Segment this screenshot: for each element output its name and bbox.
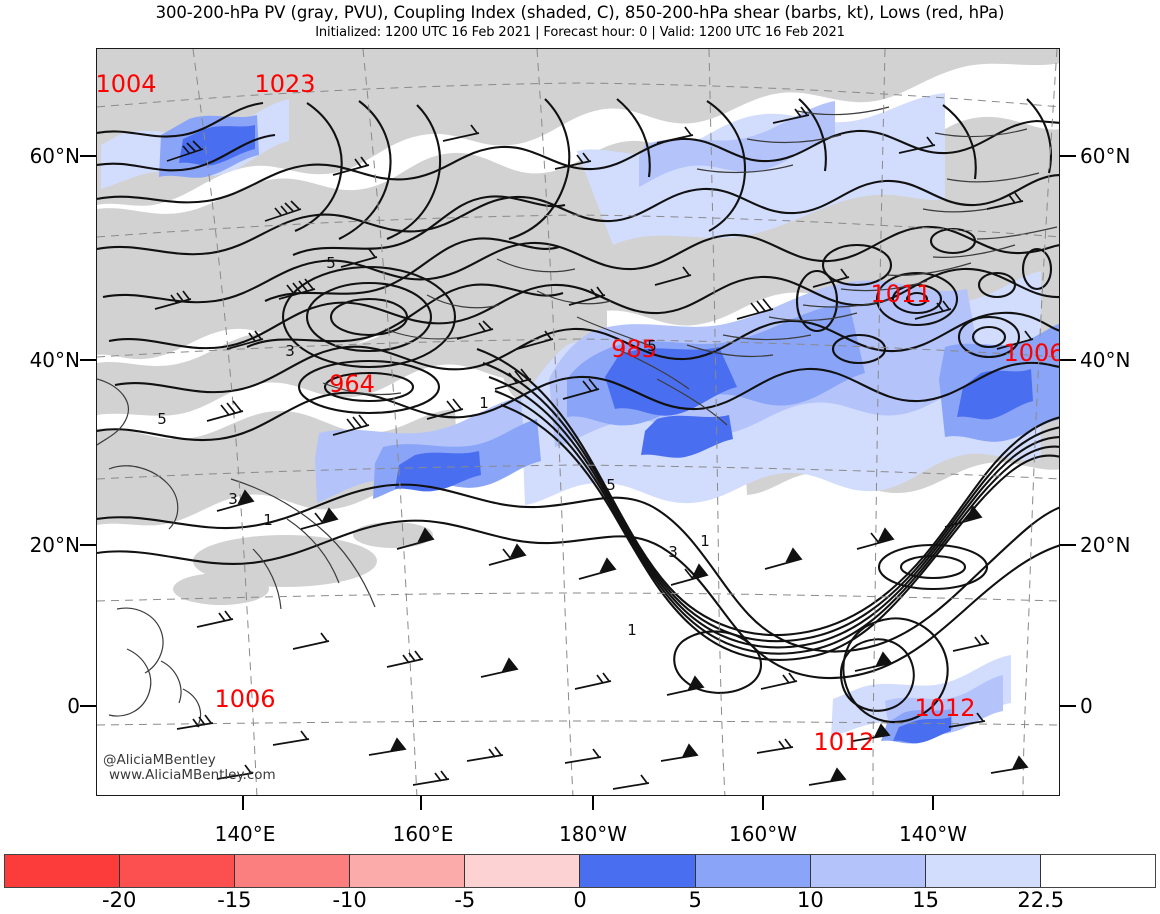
pv-contour-label-5-c: 5: [606, 476, 616, 494]
ci-shading-band-0-5: [179, 125, 1033, 744]
colorbar-tick-0: 0: [573, 888, 587, 912]
pv-contour-label-3-a: 3: [285, 342, 295, 360]
map-canvas: [97, 49, 1059, 795]
pv-contour-label-3-c: 3: [668, 543, 678, 561]
colorbar-strip[interactable]: [4, 854, 1156, 888]
low-label-1012-e: 1012: [914, 694, 976, 722]
lat-label-left-20N: 20°N: [29, 533, 80, 557]
pv-contour-label-5-a: 5: [326, 254, 336, 272]
colorbar-tick-15: 15: [912, 888, 939, 912]
colorbar-cell-1[interactable]: [120, 855, 236, 887]
colorbar-cell-7[interactable]: [810, 855, 926, 887]
pv-contour-label-1-b: 1: [263, 511, 273, 529]
pv-contours: [97, 98, 1059, 724]
map-plot-area[interactable]: 1004 1023 1011 1006 985 964 1006 1012 10…: [96, 48, 1060, 796]
page-subtitle: Initialized: 1200 UTC 16 Feb 2021 | Fore…: [315, 25, 845, 40]
lat-label-right-20N: 20°N: [1080, 533, 1131, 557]
tick-bottom-160W: [762, 796, 764, 810]
colorbar-tick--10: -10: [332, 888, 367, 912]
graticule: [97, 49, 1059, 795]
colorbar-tick--15: -15: [217, 888, 252, 912]
tick-left-60N: [80, 155, 96, 157]
low-label-1011: 1011: [870, 280, 932, 308]
pv-contour-label-5-d: 5: [647, 337, 657, 355]
watermark-site: www.AliciaMBentley.com: [109, 767, 276, 783]
colorbar-cell-6[interactable]: [695, 855, 811, 887]
tick-left-40N: [80, 359, 96, 361]
colorbar[interactable]: [4, 854, 1156, 888]
tick-bottom-140E: [242, 796, 244, 810]
colorbar-cell-4[interactable]: [465, 855, 581, 887]
colorbar-tick--5: -5: [454, 888, 476, 912]
lat-label-left-0: 0: [67, 694, 80, 718]
colorbar-cell-9[interactable]: [1040, 855, 1155, 887]
lon-label-180W: 180°W: [559, 822, 627, 846]
tick-right-0: [1060, 705, 1076, 707]
lat-label-right-40N: 40°N: [1080, 348, 1131, 372]
tick-bottom-160E: [420, 796, 422, 810]
watermark-handle: @AliciaMBentley: [103, 752, 216, 768]
low-label-1012-s: 1012: [813, 728, 875, 756]
colorbar-cell-0[interactable]: [5, 855, 121, 887]
low-label-985: 985: [611, 335, 657, 363]
low-label-964: 964: [329, 370, 375, 398]
pv-contour-label-3-b: 3: [228, 490, 238, 508]
lat-label-left-60N: 60°N: [29, 144, 80, 168]
lon-label-140W: 140°W: [899, 822, 967, 846]
lat-label-right-0: 0: [1080, 694, 1093, 718]
lon-label-160W: 160°W: [729, 822, 797, 846]
tick-bottom-180W: [592, 796, 594, 810]
low-label-1023: 1023: [254, 70, 316, 98]
tick-right-40N: [1060, 359, 1076, 361]
coastlines: [97, 106, 1058, 728]
tick-bottom-140W: [932, 796, 934, 810]
tick-left-20N: [80, 544, 96, 546]
low-label-1006-sw: 1006: [214, 685, 276, 713]
wind-barbs: [154, 106, 1034, 790]
tick-right-20N: [1060, 544, 1076, 546]
lat-label-right-60N: 60°N: [1080, 144, 1131, 168]
lon-label-160E: 160°E: [392, 822, 454, 846]
lon-label-140E: 140°E: [214, 822, 276, 846]
pv-contour-label-1-c: 1: [700, 532, 710, 550]
pv-contour-label-1-a: 1: [479, 394, 489, 412]
colorbar-tick-5: 5: [688, 888, 702, 912]
page-title: 300-200-hPa PV (gray, PVU), Coupling Ind…: [155, 3, 1005, 22]
pv-contour-label-1-d: 1: [627, 621, 637, 639]
lat-label-left-40N: 40°N: [29, 348, 80, 372]
colorbar-tick-labels: -20 -15 -10 -5 0 5 10 15 22.5: [4, 888, 1156, 914]
colorbar-tick-22.5: 22.5: [1017, 888, 1065, 912]
colorbar-tick-10: 10: [797, 888, 824, 912]
low-label-1006-ne: 1006: [1003, 339, 1060, 367]
colorbar-cell-8[interactable]: [925, 855, 1041, 887]
tick-left-0: [80, 705, 96, 707]
colorbar-cell-3[interactable]: [350, 855, 466, 887]
colorbar-tick--20: -20: [102, 888, 137, 912]
colorbar-cell-2[interactable]: [235, 855, 351, 887]
colorbar-cell-5[interactable]: [580, 855, 696, 887]
low-label-1004-nw: 1004: [96, 70, 157, 98]
tick-right-60N: [1060, 155, 1076, 157]
pv-contour-label-5-b: 5: [157, 410, 167, 428]
